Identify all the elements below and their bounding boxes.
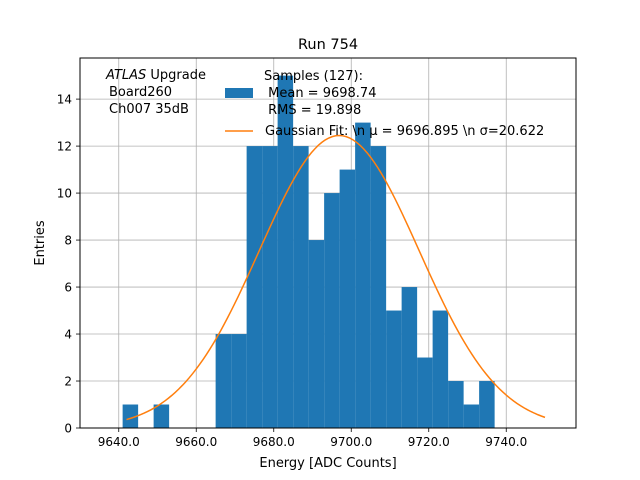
histogram-bar bbox=[448, 381, 464, 428]
histogram-bar bbox=[417, 357, 433, 428]
y-axis-ticks: 0 2 4 6 8 10 12 14 bbox=[57, 93, 80, 436]
y-tick-label: 4 bbox=[64, 328, 72, 342]
chart-title: Run 754 bbox=[298, 37, 358, 53]
histogram-bar bbox=[262, 146, 278, 428]
histogram-bar bbox=[246, 146, 263, 428]
upgrade-label: Upgrade bbox=[146, 68, 206, 83]
x-tick-label: 9700.0 bbox=[330, 435, 372, 449]
x-axis-ticks: 9640.0 9660.0 9680.0 9700.0 9720.0 9740.0 bbox=[98, 428, 527, 449]
channel-label: Ch007 35dB bbox=[109, 102, 189, 117]
gaussian-fit-curve bbox=[126, 134, 546, 421]
histogram-bar bbox=[153, 404, 170, 428]
histogram-bar bbox=[355, 122, 371, 428]
x-tick-label: 9720.0 bbox=[408, 435, 450, 449]
histogram-bar bbox=[308, 240, 325, 428]
legend-histogram-line-2: Mean = 9698.74 bbox=[264, 86, 376, 101]
legend-histogram-swatch bbox=[225, 88, 253, 98]
y-tick-label: 10 bbox=[57, 187, 72, 201]
atlas-annotation: ATLAS Upgrade Board260 Ch007 35dB bbox=[105, 68, 206, 117]
y-tick-label: 14 bbox=[57, 93, 72, 107]
y-axis-label: Entries bbox=[33, 220, 48, 266]
histogram-bar bbox=[401, 287, 418, 428]
x-tick-label: 9660.0 bbox=[175, 435, 217, 449]
histogram-bar bbox=[277, 75, 294, 428]
histogram-bar bbox=[122, 404, 139, 428]
atlas-label: ATLAS bbox=[105, 68, 146, 83]
histogram-bar bbox=[231, 334, 247, 428]
histogram-bar bbox=[432, 310, 449, 428]
board-label: Board260 bbox=[109, 85, 172, 100]
svg-text:ATLAS Upgrade: ATLAS Upgrade bbox=[105, 68, 206, 83]
x-tick-label: 9680.0 bbox=[253, 435, 295, 449]
histogram-bar bbox=[339, 169, 356, 429]
histogram-bar bbox=[370, 146, 387, 428]
plot-frame bbox=[79, 57, 577, 429]
x-tick-label: 9740.0 bbox=[485, 435, 527, 449]
legend-fit-label: Gaussian Fit: \n μ = 9696.895 \n σ=20.62… bbox=[265, 124, 544, 139]
histogram-bar bbox=[215, 334, 232, 428]
y-tick-label: 12 bbox=[57, 140, 72, 154]
y-tick-label: 0 bbox=[64, 422, 72, 436]
legend-histogram-line-1: Samples (127): bbox=[264, 69, 363, 84]
legend-histogram-line-3: RMS = 19.898 bbox=[264, 103, 361, 118]
y-tick-label: 8 bbox=[64, 234, 72, 248]
y-tick-label: 2 bbox=[64, 375, 72, 389]
histogram-bar bbox=[463, 404, 480, 428]
x-tick-label: 9640.0 bbox=[98, 435, 140, 449]
histogram-bar bbox=[324, 193, 340, 428]
legend: Samples (127): Mean = 9698.74 RMS = 19.8… bbox=[225, 69, 544, 139]
x-axis-label: Energy [ADC Counts] bbox=[259, 456, 396, 471]
histogram-bar bbox=[386, 310, 402, 428]
histogram-bar bbox=[479, 381, 495, 428]
histogram-bars bbox=[122, 75, 495, 429]
y-tick-label: 6 bbox=[64, 281, 72, 295]
histogram-bar bbox=[293, 146, 309, 428]
